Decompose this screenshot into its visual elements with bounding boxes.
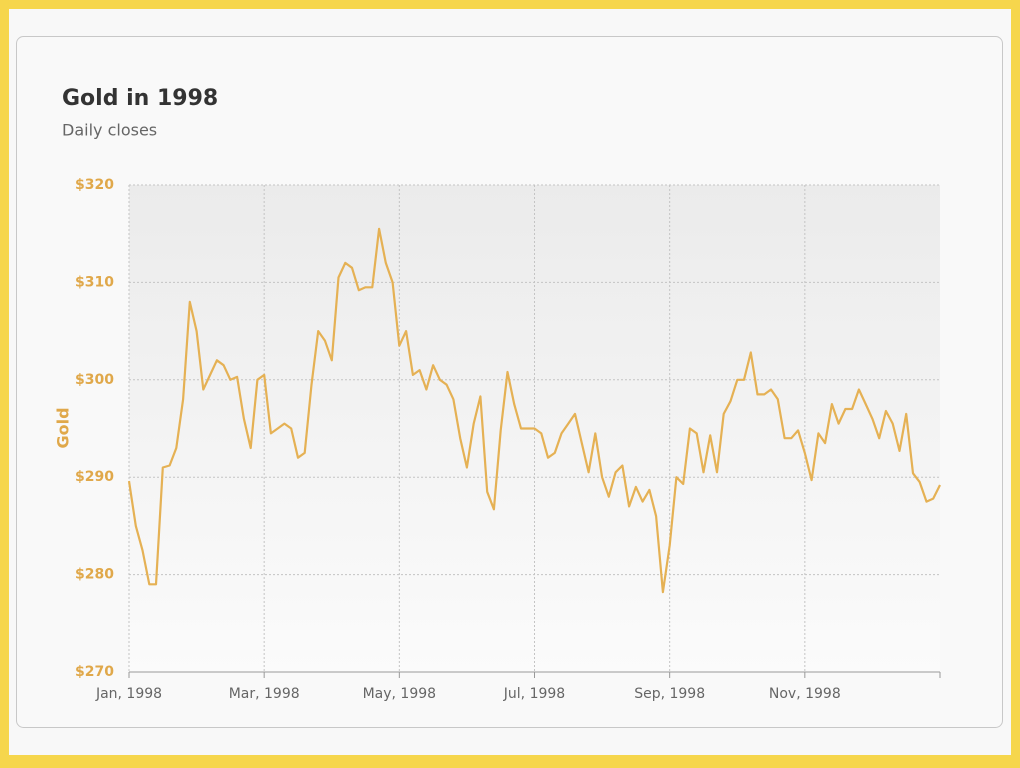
x-tick-label: Nov, 1998 [769,686,841,702]
chart-title: Gold in 1998 [62,86,218,111]
y-tick-label: $280 [75,567,114,583]
x-tick-label: May, 1998 [363,686,436,702]
x-tick-label: Mar, 1998 [229,686,300,702]
y-tick-label: $270 [75,664,114,680]
y-tick-label: $300 [75,372,114,388]
y-tick-label: $290 [75,469,114,485]
x-tick-label: Sep, 1998 [634,686,705,702]
line [127,227,941,594]
chart-subtitle: Daily closes [62,121,157,140]
x-tick-label: Jul, 1998 [503,686,565,702]
y-axis-label: Gold [54,407,73,448]
y-tick-label: $320 [75,177,114,193]
y-tick-label: $310 [75,274,114,290]
x-tick-label: Jan, 1998 [95,686,162,702]
